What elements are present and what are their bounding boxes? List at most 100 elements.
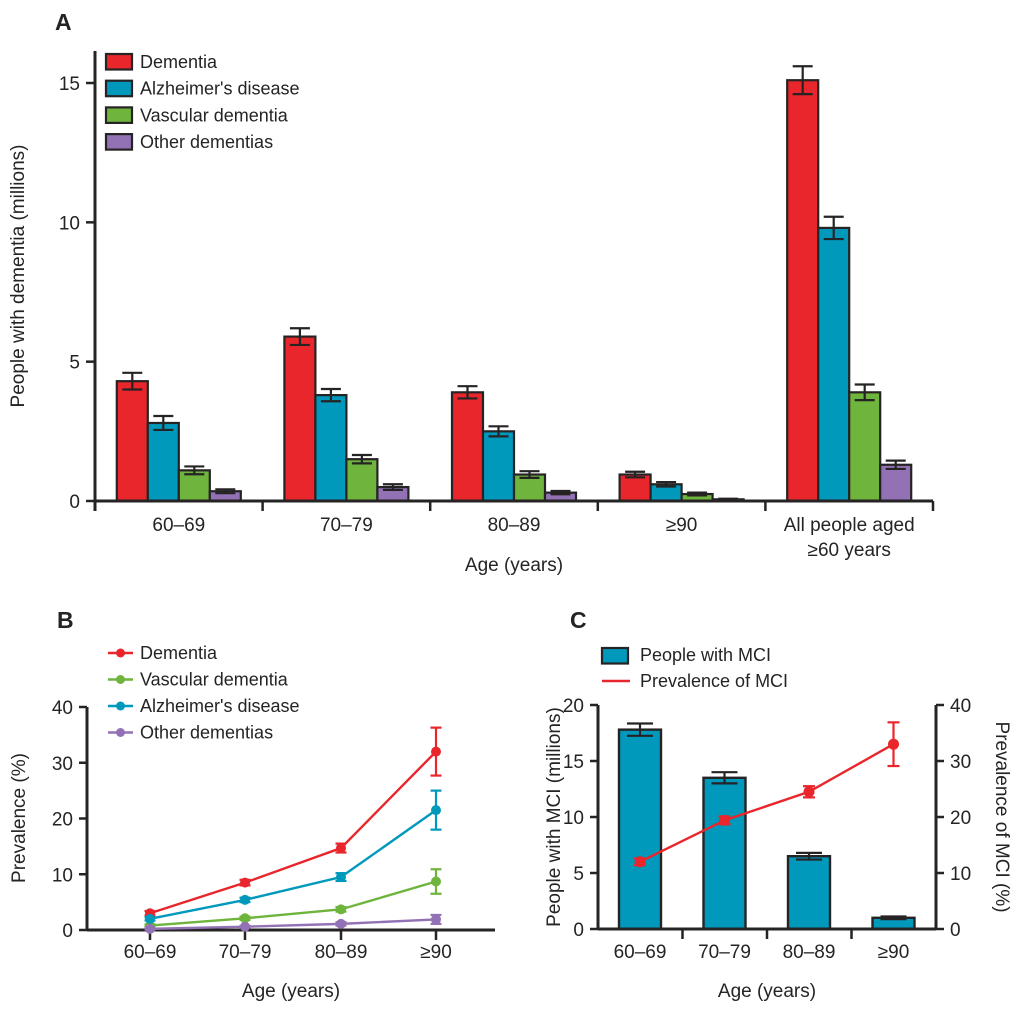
y-tick-label: 0 xyxy=(69,492,80,513)
error-bar xyxy=(711,771,738,785)
data-point-prevalence-of-mci xyxy=(803,786,815,798)
legend-label: Alzheimer's disease xyxy=(140,79,300,99)
bar-alzheimer-s-disease-80-89 xyxy=(481,430,516,503)
right-y-axis-title: Prevalence of MCI (%) xyxy=(991,721,1012,912)
right-y-tick-label: 20 xyxy=(950,808,971,829)
error-bar xyxy=(627,722,653,737)
right-y-tick-label: 0 xyxy=(950,920,961,941)
data-point-vascular-dementia xyxy=(240,913,250,924)
right-y-tick-label: 30 xyxy=(950,752,971,773)
data-point-dementia xyxy=(240,877,250,888)
y-tick-label: 15 xyxy=(59,74,80,95)
bar-dementia-90 xyxy=(618,473,652,503)
data-point-alzheimer-s-disease xyxy=(431,805,441,816)
data-point-prevalence-of-mci xyxy=(888,738,899,750)
left-y-tick-label: 20 xyxy=(563,696,584,717)
panel-b-label: B xyxy=(57,607,74,633)
panel-c-label: C xyxy=(570,607,587,633)
right-y-tick-label: 10 xyxy=(950,864,971,885)
data-point-other-dementias xyxy=(431,914,441,925)
x-tick-label: ≥90 xyxy=(420,942,452,963)
left-y-tick-label: 15 xyxy=(563,752,584,773)
legend-label: People with MCI xyxy=(640,645,771,665)
legend-label: Other dementias xyxy=(140,723,273,743)
bar-people-with-mci-60-69 xyxy=(617,728,663,931)
panel-a-legend: Dementia Alzheimer's disease Vascular deme… xyxy=(104,52,300,152)
x-axis-title: Age (years) xyxy=(242,981,340,1002)
bar-vascular-dementia-60-69 xyxy=(177,469,211,503)
series-other-dementias xyxy=(144,913,442,934)
y-tick-label: 30 xyxy=(52,754,73,775)
series-alzheimer-s-disease xyxy=(144,789,442,924)
data-point-prevalence-of-mci xyxy=(634,856,646,868)
error-bar xyxy=(457,385,478,400)
data-point-other-dementias xyxy=(240,921,250,932)
x-tick-label: 60–69 xyxy=(124,942,177,963)
data-point-alzheimer-s-disease xyxy=(336,872,346,883)
error-bar xyxy=(122,371,143,391)
y-tick-label: 20 xyxy=(52,810,73,831)
legend-marker xyxy=(116,701,125,711)
data-point-alzheimer-s-disease xyxy=(240,894,250,905)
error-bar xyxy=(184,465,205,476)
panel-b-legend: Dementia Vascular dementia Alzheimer's dis… xyxy=(108,643,300,743)
error-bar xyxy=(382,483,403,491)
series-line-dementia xyxy=(149,750,437,915)
x-tick-label: 70–79 xyxy=(320,515,373,536)
data-point-alzheimer-s-disease xyxy=(145,913,155,924)
x-tick-label: ≥90 xyxy=(666,515,698,536)
legend-swatch-vascular-dementia xyxy=(104,106,134,125)
series-line-other-dementias xyxy=(149,918,437,931)
x-tick-label: 70–79 xyxy=(698,942,751,963)
x-tick-label: 60–69 xyxy=(152,515,205,536)
y-tick-label: 10 xyxy=(52,865,73,886)
data-point-dementia xyxy=(336,843,346,854)
left-y-tick-label: 5 xyxy=(573,864,584,885)
error-bar xyxy=(488,425,509,438)
x-axis-title: Age (years) xyxy=(718,981,816,1002)
legend-label: Vascular dementia xyxy=(140,105,289,125)
bar-alzheimer-s-disease-70-79 xyxy=(314,394,348,503)
x-axis-title: Age (years) xyxy=(465,555,563,576)
x-tick-label: 80–89 xyxy=(488,515,541,536)
y-tick-label: 40 xyxy=(52,698,73,719)
bar-dementia-70-79 xyxy=(283,335,317,503)
x-tick-label: ≥60 years xyxy=(808,540,891,561)
legend-swatch-dementia xyxy=(104,52,134,71)
data-point-prevalence-of-mci xyxy=(719,814,730,826)
data-point-vascular-dementia xyxy=(431,876,441,887)
left-y-tick-label: 10 xyxy=(563,808,584,829)
bar-other-dementias-all-people-aged-60-years xyxy=(879,463,913,503)
panel-a-label: A xyxy=(55,9,72,35)
panel-a: A 0 5 10 15 People with dementia (millions) 60… xyxy=(8,9,935,576)
legend-label: Alzheimer's disease xyxy=(140,696,300,716)
legend-swatch-alzheimer-s-disease xyxy=(104,79,134,98)
data-point-other-dementias xyxy=(145,923,155,934)
bar-alzheimer-s-disease-all-people-aged-60-years xyxy=(817,226,851,503)
error-bar xyxy=(320,387,341,403)
error-bar xyxy=(885,459,906,471)
x-tick-label: All people aged xyxy=(784,515,915,536)
x-tick-label: 80–89 xyxy=(315,942,368,963)
legend-marker xyxy=(116,675,125,684)
y-axis-title: People with dementia (millions) xyxy=(8,145,29,408)
bar-dementia-60-69 xyxy=(115,380,149,503)
error-bar xyxy=(625,470,646,479)
bar-people-with-mci-80-89 xyxy=(786,855,832,931)
legend-label: Prevalence of MCI xyxy=(640,671,788,691)
legend-label: Vascular dementia xyxy=(140,670,289,690)
x-tick-label: 80–89 xyxy=(783,942,836,963)
y-tick-label: 0 xyxy=(62,921,73,942)
error-bar xyxy=(215,488,236,495)
error-bar xyxy=(550,489,571,496)
error-bar xyxy=(351,453,372,465)
bar-vascular-dementia-all-people-aged-60-years xyxy=(848,391,882,503)
series-line-prevalence-of-mci xyxy=(639,743,895,863)
legend-marker xyxy=(116,728,125,737)
series-prevalence-of-mci xyxy=(634,721,900,868)
left-y-axis-title: People with MCI (millions) xyxy=(544,707,565,927)
legend-label: Other dementias xyxy=(140,132,273,152)
